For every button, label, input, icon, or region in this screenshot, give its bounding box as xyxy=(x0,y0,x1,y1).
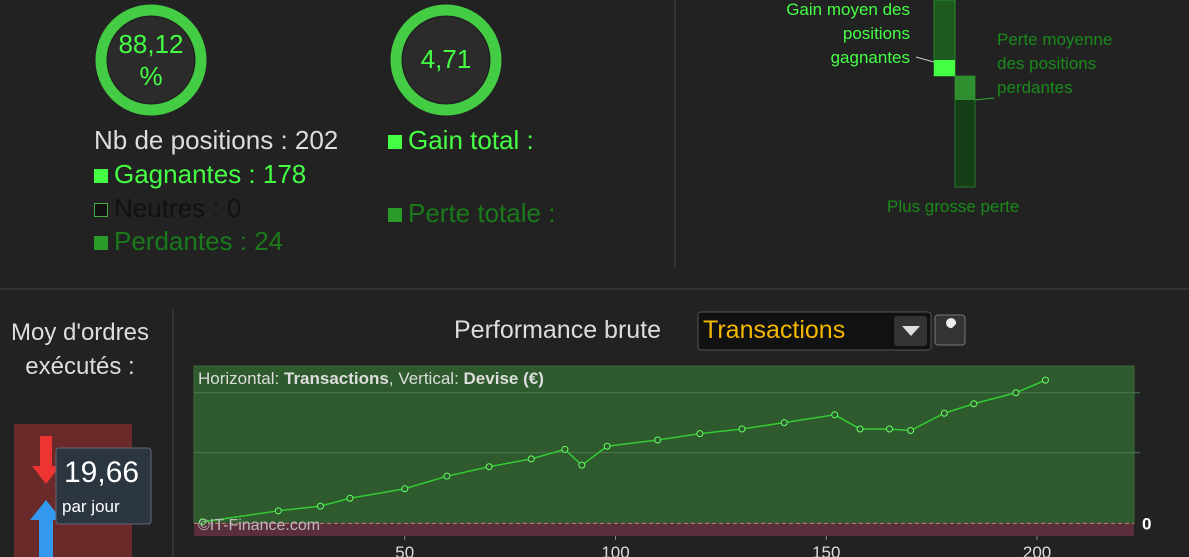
orders-unit: par jour xyxy=(62,497,120,516)
point xyxy=(856,425,864,433)
point xyxy=(1012,389,1020,397)
caption-part: Devise (€) xyxy=(463,369,544,388)
callout xyxy=(915,56,935,63)
winners: Gagnantes : 178 xyxy=(94,159,306,190)
chart: 0 50 100 150 200 xyxy=(193,365,1151,557)
caption-part: Horizontal: xyxy=(198,369,280,388)
x-tick-label: 50 xyxy=(395,543,414,557)
orders-label: Moy d'ordres exécutés : xyxy=(11,319,149,380)
point xyxy=(1041,376,1049,384)
loss-total: Perte totale : xyxy=(388,198,555,229)
point xyxy=(654,436,662,444)
point xyxy=(907,427,915,435)
dropdown[interactable] xyxy=(697,311,932,351)
win-rate: 88,12 % xyxy=(118,29,184,91)
y-tick-label: 0 xyxy=(1142,514,1151,533)
point xyxy=(696,430,704,438)
positions: Nb de positions : 202 xyxy=(94,125,339,155)
ratio: 4,71 xyxy=(420,44,472,74)
point xyxy=(603,442,611,450)
x-tick-label: 150 xyxy=(812,543,840,557)
avg-gain: Gain moyen des positions gagnantes xyxy=(786,0,910,67)
point xyxy=(401,485,409,493)
point xyxy=(578,461,586,469)
dropdown-value[interactable]: Transactions xyxy=(703,316,846,344)
gauge xyxy=(390,4,502,116)
dropdown-arrow xyxy=(902,326,920,336)
gain-total-text: Gain total : xyxy=(408,125,534,155)
gain-total: Gain total : xyxy=(388,125,534,156)
caption-part: , Vertical: xyxy=(388,369,459,388)
gauge xyxy=(95,4,207,116)
wrench xyxy=(942,318,957,338)
winners-text: Gagnantes : 178 xyxy=(114,159,307,189)
gauge-center xyxy=(108,17,194,103)
orders-value: 19,66 xyxy=(64,456,140,489)
arrow-up xyxy=(30,500,62,557)
losers-text: Perdantes : 24 xyxy=(114,226,284,256)
point xyxy=(443,472,451,480)
point xyxy=(940,409,948,417)
x-tick-label: 100 xyxy=(601,543,629,557)
settings-button[interactable] xyxy=(934,314,966,346)
plot-negative xyxy=(194,523,1134,536)
neutral-text: Neutres : 0 xyxy=(114,193,242,223)
watermark: ©IT-Finance.com xyxy=(198,517,321,534)
point xyxy=(346,494,354,502)
caption-part: Transactions xyxy=(284,369,389,388)
max-loss: Plus grosse perte xyxy=(887,197,1020,216)
point xyxy=(970,400,978,408)
plot-positive xyxy=(193,365,1135,524)
loss-total-text: Perte totale : xyxy=(408,198,556,228)
point xyxy=(527,455,535,463)
x-tick-label: 200 xyxy=(1023,543,1051,557)
loss-avg xyxy=(955,76,975,100)
neutral: Neutres : 0 xyxy=(94,193,241,224)
chart-caption: Horizontal: Transactions, Vertical: Devi… xyxy=(198,369,544,389)
arrow-down xyxy=(32,436,60,484)
gain-avg xyxy=(934,60,955,76)
orders-box xyxy=(55,447,152,525)
point xyxy=(886,425,894,433)
point xyxy=(561,445,569,453)
losers: Perdantes : 24 xyxy=(94,226,283,257)
point xyxy=(485,463,493,471)
gauge-center xyxy=(403,17,489,103)
chart-title: Performance brute xyxy=(454,316,662,344)
point xyxy=(780,419,788,427)
point xyxy=(738,425,746,433)
point xyxy=(198,518,206,526)
callout xyxy=(974,97,995,101)
point xyxy=(831,411,839,419)
avg-loss: Perte moyenne des positions perdantes xyxy=(997,30,1113,97)
point xyxy=(274,507,282,515)
point xyxy=(316,502,324,510)
